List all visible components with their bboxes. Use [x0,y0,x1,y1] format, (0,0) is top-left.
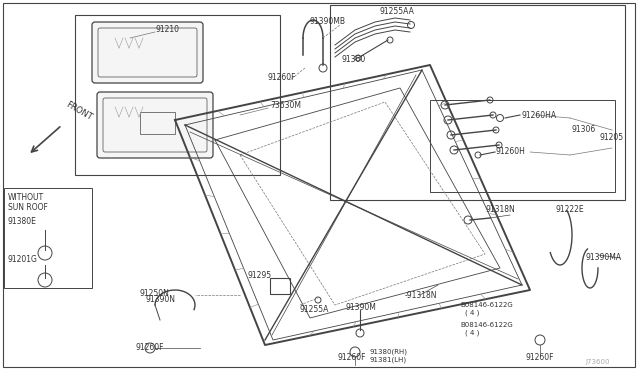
FancyBboxPatch shape [92,22,203,83]
Bar [430,100,615,192]
Text: 91380(RH): 91380(RH) [370,349,408,355]
Text: -91318N: -91318N [405,291,438,299]
Text: 91381(LH): 91381(LH) [370,357,407,363]
Bar [4,188,92,288]
Text: WITHOUT: WITHOUT [8,193,44,202]
Text: 91210: 91210 [156,26,180,35]
Text: 91201G: 91201G [8,256,38,264]
Text: 91205: 91205 [600,134,624,142]
Text: SUN ROOF: SUN ROOF [8,203,48,212]
Text: ( 4 ): ( 4 ) [465,330,479,336]
Text: 91380E: 91380E [8,218,37,227]
Text: 91306: 91306 [572,125,596,135]
Text: 91295: 91295 [248,272,272,280]
Bar [270,278,290,294]
Text: 91260F: 91260F [135,343,163,353]
Text: 91255AA: 91255AA [380,7,415,16]
Text: 91390M: 91390M [345,304,376,312]
Bar [75,15,280,175]
Text: B08146-6122G: B08146-6122G [460,322,513,328]
Text: ( 4 ): ( 4 ) [465,310,479,316]
Text: 91222E: 91222E [555,205,584,215]
Text: 91260F: 91260F [525,353,554,362]
FancyBboxPatch shape [97,92,213,158]
Text: 91390MB: 91390MB [310,17,346,26]
Text: B08146-6122G: B08146-6122G [460,302,513,308]
Text: 91260F: 91260F [268,74,296,83]
Text: 91390MA: 91390MA [585,253,621,263]
Text: FRONT: FRONT [64,100,93,122]
Text: J73600: J73600 [585,359,609,365]
Text: 91260H: 91260H [496,148,526,157]
Text: 73630M: 73630M [270,102,301,110]
Text: 91360: 91360 [342,55,366,64]
Bar [140,112,175,134]
Text: 91260F: 91260F [338,353,367,362]
Bar [330,5,625,200]
Text: 91318N: 91318N [485,205,515,215]
Text: 91260HA: 91260HA [522,110,557,119]
Text: 91390N: 91390N [145,295,175,305]
Text: 91250N: 91250N [140,289,170,298]
Text: 91255A: 91255A [300,305,330,314]
